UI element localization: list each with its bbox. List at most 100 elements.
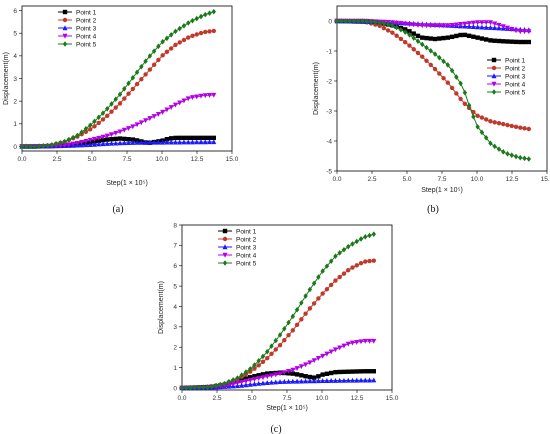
data-point — [466, 33, 472, 39]
chart-c: 0.0 2.5 5.0 7.5 10.0 12.5 15.0 0 1 2 3 4 5 6 7 8 Step(1 … — [158, 222, 399, 412]
data-point — [303, 311, 308, 316]
data-point — [407, 32, 412, 38]
data-point — [420, 35, 425, 40]
data-point — [424, 58, 429, 64]
data-point — [475, 124, 480, 130]
data-point — [96, 138, 101, 144]
data-point — [211, 135, 216, 141]
data-point — [198, 135, 204, 141]
data-point — [164, 35, 170, 42]
data-point — [207, 93, 213, 98]
data-point — [441, 75, 446, 81]
data-point — [290, 371, 296, 376]
data-point — [109, 140, 115, 146]
data-point — [109, 109, 114, 114]
data-point — [505, 151, 510, 157]
data-point — [273, 379, 279, 385]
data-point — [277, 332, 283, 338]
data-point — [83, 129, 89, 134]
data-point — [483, 37, 489, 42]
data-point — [252, 366, 257, 371]
data-point — [194, 32, 199, 37]
y-tick-label: 4 — [13, 53, 17, 60]
data-point — [419, 23, 425, 29]
data-point — [377, 19, 382, 26]
data-point — [117, 129, 123, 135]
y-tick-label: 2 — [173, 345, 177, 352]
data-point — [522, 126, 527, 131]
data-point — [358, 236, 364, 242]
legend-marker — [491, 65, 497, 71]
data-point — [315, 378, 321, 384]
data-point — [87, 122, 93, 129]
data-point — [62, 143, 68, 148]
data-point — [367, 377, 373, 383]
data-point — [483, 135, 489, 141]
data-point — [526, 29, 532, 35]
data-point — [324, 378, 330, 383]
data-point — [354, 369, 359, 374]
data-point — [420, 41, 425, 48]
data-point — [303, 293, 308, 299]
data-point — [311, 378, 317, 384]
data-point — [371, 338, 377, 344]
data-point — [517, 29, 523, 35]
y-tick-label: -5 — [326, 168, 332, 175]
data-point — [173, 28, 178, 35]
data-point — [126, 126, 132, 131]
data-point — [406, 22, 412, 27]
data-point — [346, 268, 351, 273]
data-point — [373, 19, 378, 25]
data-point — [134, 69, 140, 76]
data-point — [130, 74, 136, 81]
data-point — [407, 29, 412, 34]
data-point — [190, 17, 195, 24]
data-point — [415, 22, 421, 28]
data-point — [87, 137, 93, 143]
data-point — [173, 42, 178, 48]
data-point — [522, 29, 528, 35]
data-point — [247, 381, 253, 387]
data-point — [381, 20, 387, 27]
data-point — [139, 63, 144, 70]
data-point — [337, 274, 342, 280]
y-tick-label: 2 — [13, 98, 17, 105]
data-point — [483, 117, 489, 122]
data-point — [58, 140, 63, 146]
data-point — [218, 381, 223, 388]
data-point — [230, 381, 236, 387]
data-point — [299, 300, 304, 306]
data-point — [260, 372, 266, 377]
series-point-3 — [179, 377, 377, 391]
panel-label-b: (b) — [427, 204, 439, 215]
data-point — [488, 38, 493, 43]
data-point — [332, 377, 338, 383]
data-point — [179, 385, 185, 391]
data-point — [230, 377, 236, 383]
data-point — [92, 124, 97, 129]
data-point — [134, 139, 140, 145]
data-point — [243, 376, 249, 381]
y-tick-label: -2 — [326, 78, 332, 85]
data-point — [294, 366, 300, 371]
data-point — [479, 129, 485, 136]
data-point — [492, 38, 497, 43]
y-tick-label: 8 — [173, 222, 177, 229]
data-point — [367, 369, 372, 374]
data-point — [299, 317, 304, 322]
data-point — [371, 377, 377, 383]
data-point — [307, 286, 313, 293]
data-point — [109, 132, 115, 138]
data-point — [198, 30, 204, 36]
x-tick-label: 10.0 — [156, 156, 169, 163]
data-point — [172, 139, 178, 145]
data-point — [394, 20, 400, 26]
data-point — [428, 23, 434, 29]
data-point — [87, 142, 93, 147]
data-point — [432, 36, 438, 42]
data-point — [203, 29, 208, 35]
legend-marker — [491, 57, 497, 63]
data-point — [337, 377, 343, 383]
